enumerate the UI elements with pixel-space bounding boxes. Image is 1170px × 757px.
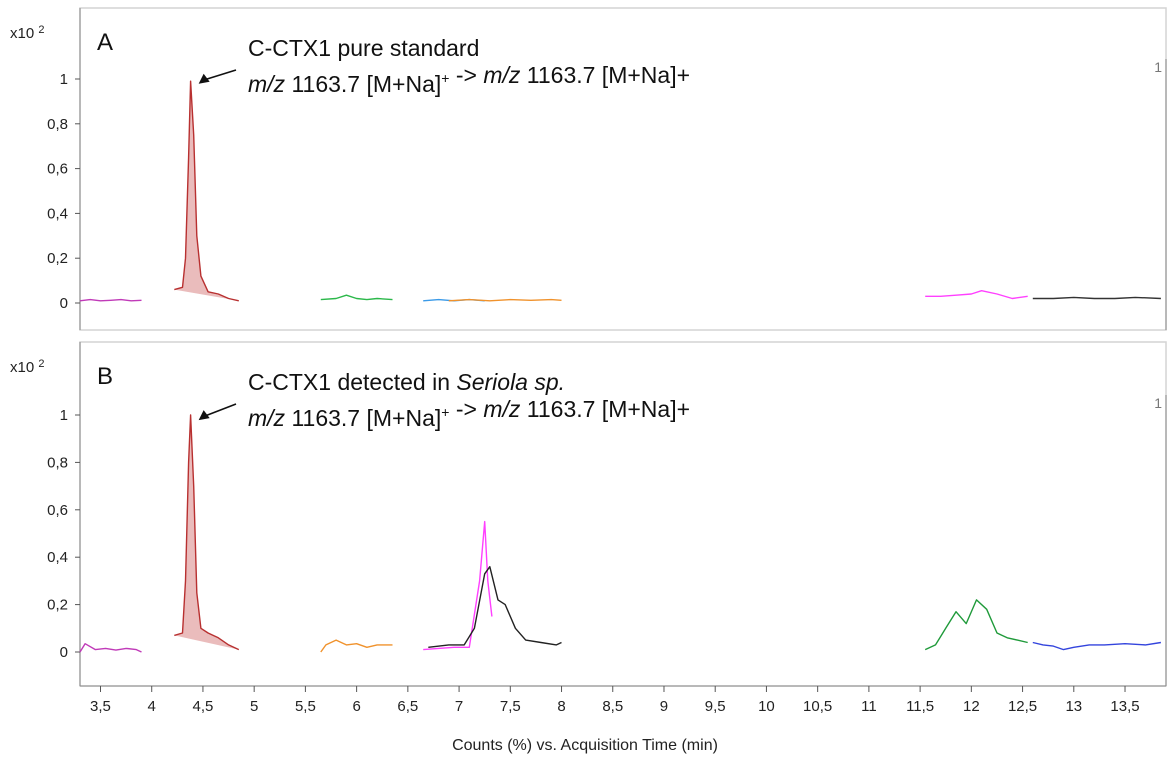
corner-label: 1 — [1154, 395, 1162, 411]
x-tick-label: 4,5 — [193, 698, 214, 715]
panel-a: 0 0,2 0,4 0,6 0,8 1 x10 2 A 1 C-CTX1 pure standar… — [10, 7, 1167, 331]
annotation-part: -> — [449, 62, 483, 88]
series-line — [925, 290, 1028, 300]
annotation-part: -> — [449, 396, 483, 422]
series-line — [320, 294, 393, 301]
x-tick-label: 13,5 — [1110, 698, 1139, 715]
annotation-part: 1163.7 [M+Na] — [285, 71, 441, 97]
annotation-line2: m/z 1163.7 [M+Na]+ -> m/z 1163.7 [M+Na]+ — [248, 396, 690, 431]
x-tick-label: 10 — [758, 698, 775, 715]
annotation-part: m/z — [248, 405, 286, 431]
annotation-part: + — [441, 404, 449, 420]
panel-letter: B — [97, 363, 113, 390]
series-line — [320, 639, 393, 653]
y-tick-label: 0,4 — [47, 205, 68, 222]
panel-letter: A — [97, 29, 113, 56]
x-tick-label: 13 — [1065, 698, 1082, 715]
y-tick-label: 0,8 — [47, 454, 68, 471]
x-tick-label: 10,5 — [803, 698, 832, 715]
arrow-head — [198, 410, 210, 421]
series-line — [924, 599, 1028, 651]
annotation-part: 1163.7 [M+Na]+ — [520, 62, 690, 88]
x-tick-label: 3,5 — [90, 698, 111, 715]
annotation-part: m/z — [483, 396, 521, 422]
x-tick-label: 12 — [963, 698, 980, 715]
x-tick-label: 8 — [557, 698, 565, 715]
annotation-part: m/z — [483, 62, 521, 88]
x-tick-label: 12,5 — [1008, 698, 1037, 715]
y-tick-label: 0,2 — [47, 250, 68, 267]
y-tick-label: 0,4 — [47, 549, 68, 566]
y-multiplier-exponent: 2 — [38, 358, 44, 370]
x-tick-label: 9,5 — [705, 698, 726, 715]
annotation-part: m/z — [248, 71, 286, 97]
annotation-part: 1163.7 [M+Na] — [285, 405, 441, 431]
y-tick-label: 1 — [60, 407, 68, 424]
y-tick-label: 0 — [60, 295, 68, 312]
panel-frame — [79, 7, 1167, 331]
arrow-line — [204, 69, 237, 81]
annotation-line2: m/z 1163.7 [M+Na]+ -> m/z 1163.7 [M+Na]+ — [248, 62, 690, 97]
annotation-line1: C-CTX1 pure standard — [248, 35, 479, 61]
y-multiplier: x10 2 — [10, 24, 44, 42]
x-tick-label: 5 — [250, 698, 258, 715]
x-tick-label: 11 — [861, 698, 877, 715]
y-tick-label: 0,6 — [47, 161, 68, 178]
x-tick-label: 6,5 — [397, 698, 418, 715]
y-tick-label: 0,6 — [47, 502, 68, 519]
panel-frame — [79, 341, 1167, 687]
annotation-line1: C-CTX1 detected in Seriola sp. — [248, 369, 565, 395]
series-line — [174, 414, 240, 651]
annotation-part: C-CTX1 detected in — [248, 369, 456, 395]
series-line — [79, 298, 142, 302]
series-line — [1032, 641, 1162, 651]
series-line — [423, 520, 493, 651]
x-tick-label: 4 — [148, 698, 156, 715]
series-line — [428, 566, 562, 648]
y-tick-label: 0 — [60, 644, 68, 661]
arrow-head — [198, 73, 210, 84]
x-tick-label: 6 — [352, 698, 360, 715]
peak-fill — [174, 81, 239, 301]
x-tick-label: 8,5 — [602, 698, 623, 715]
y-tick-label: 0,2 — [47, 597, 68, 614]
series-line — [448, 298, 562, 302]
y-multiplier-exponent: 2 — [38, 24, 44, 36]
x-tick-label: 7 — [455, 698, 463, 715]
x-tick-label: 11,5 — [906, 698, 934, 715]
x-axis-label: Counts (%) vs. Acquisition Time (min) — [452, 737, 718, 754]
annotation-part: Seriola sp. — [456, 369, 565, 395]
y-tick-label: 1 — [60, 71, 68, 88]
panel-b: 0 0,2 0,4 0,6 0,8 1 x10 2 B 1 C-CTX1 detected in … — [10, 341, 1167, 687]
annotation-part: + — [441, 70, 449, 86]
peak-fill — [174, 415, 239, 650]
y-tick-label: 0,8 — [47, 116, 68, 133]
series-line — [1032, 296, 1161, 300]
series-line — [79, 643, 142, 653]
annotation-part: 1163.7 [M+Na]+ — [520, 396, 690, 422]
y-multiplier: x10 2 — [10, 358, 44, 376]
x-tick-label: 9 — [660, 698, 668, 715]
x-tick-label: 5,5 — [295, 698, 316, 715]
x-tick-label: 7,5 — [500, 698, 521, 715]
corner-label: 1 — [1154, 59, 1162, 75]
series-line — [174, 80, 239, 302]
arrow-line — [204, 403, 237, 417]
